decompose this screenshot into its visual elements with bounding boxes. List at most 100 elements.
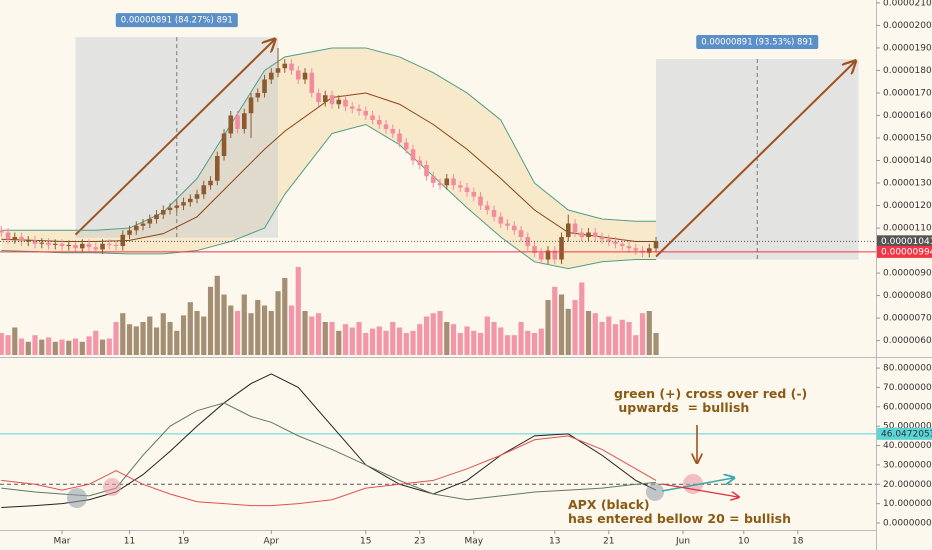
candle-body	[86, 243, 92, 248]
candle-body	[383, 124, 389, 129]
volume-bar	[336, 330, 342, 355]
volume-bar	[99, 339, 106, 355]
y-tick-label: 0.00001800	[883, 66, 932, 76]
volume-bar	[214, 275, 220, 355]
volume-bar	[423, 316, 430, 355]
x-tick-label: 10	[738, 537, 750, 547]
volume-bar	[201, 316, 207, 355]
y-tick-label: 0.00000900	[883, 269, 932, 279]
y-tick-label: 60.00000000	[883, 402, 932, 412]
candle-body	[32, 240, 38, 244]
x-tick-label: 13	[549, 537, 560, 547]
candle-body	[167, 207, 173, 211]
y-tick-label: 20.00000000	[883, 480, 932, 490]
volume-bar	[606, 316, 612, 355]
volume-bar	[5, 335, 11, 355]
volume-bar	[410, 330, 416, 355]
band-line	[1, 123, 657, 270]
candle-body	[410, 149, 416, 161]
candle-body	[289, 63, 294, 71]
volume-bar	[234, 311, 241, 355]
candle-body	[187, 198, 193, 203]
volume-bar	[349, 327, 355, 355]
candle-body	[626, 246, 632, 249]
volume-bar	[417, 324, 423, 355]
volume-bar	[288, 305, 295, 355]
volume-bar	[498, 327, 504, 355]
volume-bar	[504, 335, 511, 355]
volume-bar	[255, 300, 261, 355]
candle-body	[19, 237, 24, 242]
candle-body	[430, 176, 436, 184]
volume-bar	[396, 327, 403, 355]
y-tick-label: 10.00000000	[883, 499, 932, 509]
candle-body	[160, 210, 166, 215]
volume-bar	[579, 282, 585, 355]
candle-body	[592, 232, 598, 238]
y-tick-label: 0.00001200	[883, 201, 932, 211]
volume-bar	[322, 322, 328, 355]
y-tick-label: 0.00000800	[883, 291, 932, 301]
y-tick-label: 40.00000000	[883, 441, 932, 451]
candle-body	[154, 214, 159, 220]
candle-body	[356, 108, 362, 111]
volume-bar	[248, 313, 254, 355]
volume-bar	[106, 338, 112, 355]
candle-body	[451, 178, 456, 186]
volume-bar	[592, 313, 598, 355]
candle-body	[646, 248, 652, 253]
volume-bar	[430, 313, 436, 355]
y-tick-label: 0.00002100	[883, 0, 932, 8]
candle-body	[147, 219, 153, 224]
volume-bar	[187, 302, 193, 355]
y-tick-label: 70.00000000	[883, 383, 932, 393]
volume-bar	[120, 313, 126, 355]
volume-bar	[633, 335, 639, 355]
volume-bar	[207, 286, 214, 355]
volume-bar	[552, 286, 558, 355]
candle-body	[322, 95, 328, 102]
volume-bar	[572, 300, 578, 355]
volume-bar	[241, 294, 247, 355]
candle-body	[336, 99, 342, 105]
volume-bar	[599, 322, 605, 355]
candle-body	[424, 165, 429, 177]
annotation: has entered bellow 20 = bullish	[568, 511, 791, 526]
candle-body	[565, 223, 571, 238]
volume-bar	[79, 341, 85, 355]
volume-bar	[0, 333, 4, 355]
volume-bar	[167, 322, 173, 355]
band-line	[1, 47, 657, 231]
volume-bar	[369, 328, 376, 355]
volume-bar	[126, 324, 133, 355]
volume-bar	[180, 315, 187, 355]
volume-bar	[525, 330, 531, 355]
annotation: green (+) cross over red (-)	[614, 386, 807, 401]
candle-body	[5, 232, 11, 240]
measure-arrow	[74, 40, 274, 236]
volume-bar	[457, 333, 463, 355]
candle-body	[248, 97, 254, 114]
measure-label: 0.00000891 (93.53%) 891	[701, 37, 813, 47]
volume-bar	[565, 308, 571, 355]
candle-body	[214, 156, 220, 181]
volume-bar	[282, 278, 288, 355]
y-tick-label: 80.00000000	[883, 364, 932, 374]
candle-body	[174, 205, 180, 208]
measure-label-bg	[696, 34, 819, 49]
measure-arrow	[655, 62, 854, 258]
arrow	[661, 483, 738, 497]
y-tick-label: 0.00001400	[883, 156, 932, 166]
candle-body	[73, 244, 78, 249]
highlight-circle	[103, 478, 121, 496]
candle-body	[586, 232, 591, 238]
volume-bar	[585, 311, 592, 355]
volume-bar	[12, 327, 18, 355]
volume-bar	[437, 311, 443, 355]
volume-bar	[268, 311, 274, 355]
price-panel: 0.00000891 (84.27%) 891 0.00000891 (93.53…	[0, 13, 876, 355]
price-label: 0.00000994	[881, 247, 932, 257]
candle-body	[532, 246, 537, 253]
x-tick-label: 18	[792, 537, 804, 547]
